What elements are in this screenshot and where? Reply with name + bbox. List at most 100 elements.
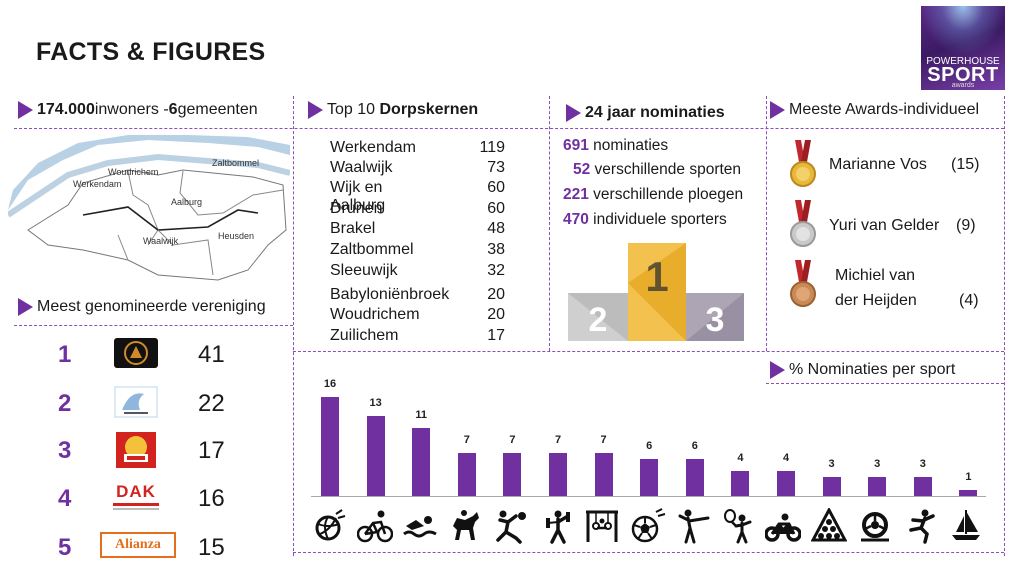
top10-name: Waalwijk <box>330 159 393 176</box>
top10-name: Woudrichem <box>330 306 420 323</box>
top10-list: Werkendam 119 Waalwijk 73 Wijk en Aalburg 6… <box>330 139 510 349</box>
map-label-werkendam: Werkendam <box>73 179 121 189</box>
bar-label-martial-arts: 3 <box>919 458 926 470</box>
region-text1: inwoners - <box>94 101 169 118</box>
chart-baseline <box>311 496 986 497</box>
divider-col3 <box>766 96 767 351</box>
tennis-icon <box>724 509 752 544</box>
top10-value: 60 <box>487 179 505 196</box>
sailing-icon <box>952 510 980 540</box>
top10-value: 38 <box>487 241 505 258</box>
map-label-zaltbommel: Zaltbommel <box>212 158 259 168</box>
map-label-aalburg: Aalburg <box>171 197 202 207</box>
nominaties-stat: 52 verschillende sporten <box>573 161 741 179</box>
awards-title: Meeste Awards-individueel <box>789 101 980 118</box>
top10-value: 119 <box>479 139 505 156</box>
top10-name: Werkendam <box>330 139 416 156</box>
award-name-line2: der Heijden <box>835 292 917 309</box>
top10-name: Babyloniënbroek <box>330 286 450 303</box>
top10-value: 32 <box>487 262 505 279</box>
stat-value: 221 <box>563 186 589 203</box>
top10-value: 73 <box>487 159 505 176</box>
top10-value: 17 <box>487 327 505 344</box>
football-icon <box>631 508 666 543</box>
dance-icon <box>678 509 710 544</box>
awards-header: Meeste Awards-individueel <box>770 101 979 119</box>
bar-tennis <box>731 471 750 496</box>
stat-label: nominaties <box>588 137 669 154</box>
divider-header <box>14 128 1004 129</box>
top10-title-bold: Dorpskernen <box>379 101 479 118</box>
vereniging-title: Meest genomineerde vereniging <box>37 298 266 315</box>
divider-middle <box>293 351 1004 352</box>
martial-arts-icon <box>909 509 935 544</box>
bar-handball <box>503 453 522 496</box>
bar-motorsport <box>777 471 795 496</box>
divider-bottom <box>293 552 1004 553</box>
bar-weightlifting <box>549 453 567 496</box>
award-count: (15) <box>951 156 980 173</box>
rank-number: 1 <box>58 341 72 368</box>
triangle-bullet-icon <box>566 104 581 122</box>
region-map: Woudrichem Zaltbommel Werkendam Aalburg … <box>8 135 290 281</box>
top10-value: 48 <box>487 220 505 237</box>
map-label-woudrichem: Woudrichem <box>108 167 158 177</box>
rank-number: 5 <box>58 534 72 561</box>
club-logo-2 <box>114 386 158 418</box>
gymnastics-icon <box>586 510 618 542</box>
rank-value: 15 <box>198 534 225 561</box>
gold-medal-icon <box>790 140 816 187</box>
stat-value: 691 <box>563 137 589 154</box>
region-inwoners-value: 174.000 <box>37 101 95 118</box>
rank-number: 4 <box>58 485 72 512</box>
cycling-icon <box>357 510 393 543</box>
bar-billiards <box>822 477 841 496</box>
podium-3: 3 <box>706 301 725 339</box>
handball-icon <box>496 510 526 544</box>
vereniging-header: Meest genomineerde vereniging <box>18 298 266 316</box>
stat-label: verschillende sporten <box>590 161 742 178</box>
page-title: FACTS & FIGURES <box>36 38 266 66</box>
bar-label-billiards: 3 <box>828 458 835 470</box>
bar-label-gymnastics: 7 <box>600 434 607 446</box>
award-count: (4) <box>959 292 979 309</box>
award-name-line1: Michiel van <box>835 267 916 284</box>
club-logo-1 <box>114 338 158 368</box>
bar-dance <box>685 459 704 496</box>
karting-icon <box>861 512 889 542</box>
map-label-heusden: Heusden <box>218 231 254 241</box>
chart-header: % Nominaties per sport <box>770 361 955 379</box>
rank-value: 16 <box>198 485 225 512</box>
award-name: Marianne Vos <box>829 156 927 173</box>
volleyball-icon <box>315 509 346 541</box>
bar-cycling <box>366 416 385 496</box>
award-count: (9) <box>956 217 976 234</box>
podium-1: 1 <box>645 253 668 300</box>
triangle-bullet-icon <box>770 361 785 379</box>
bar-label-football: 6 <box>646 440 653 452</box>
weightlifting-icon <box>546 510 570 544</box>
stat-value: 470 <box>563 211 589 228</box>
bar-label-sailing: 1 <box>965 471 972 483</box>
bronze-medal-icon <box>790 260 816 307</box>
billiards-icon <box>811 508 847 542</box>
nominaties-stat: 470 individuele sporters <box>563 211 727 229</box>
triangle-bullet-icon <box>308 101 323 119</box>
podium: 2 1 3 <box>568 243 744 341</box>
top10-name: Drunen <box>330 200 383 217</box>
divider-chart-title <box>766 383 1004 384</box>
region-text2: gemeenten <box>177 101 258 118</box>
top10-value: 20 <box>487 286 505 303</box>
stat-label: individuele sporters <box>588 211 727 228</box>
divider-col4 <box>1004 96 1005 556</box>
bar-label-tennis: 4 <box>737 452 744 464</box>
divider-left <box>14 325 293 326</box>
map-label-waalwijk: Waalwijk <box>143 236 179 246</box>
triangle-bullet-icon <box>18 101 33 119</box>
bar-equestrian <box>457 453 476 496</box>
bar-football <box>640 459 659 496</box>
rank-number: 2 <box>58 390 72 417</box>
chart-title: % Nominaties per sport <box>789 361 956 378</box>
nominaties-header: 24 jaar nominaties <box>566 104 725 122</box>
stat-label: verschillende ploegen <box>588 186 744 203</box>
